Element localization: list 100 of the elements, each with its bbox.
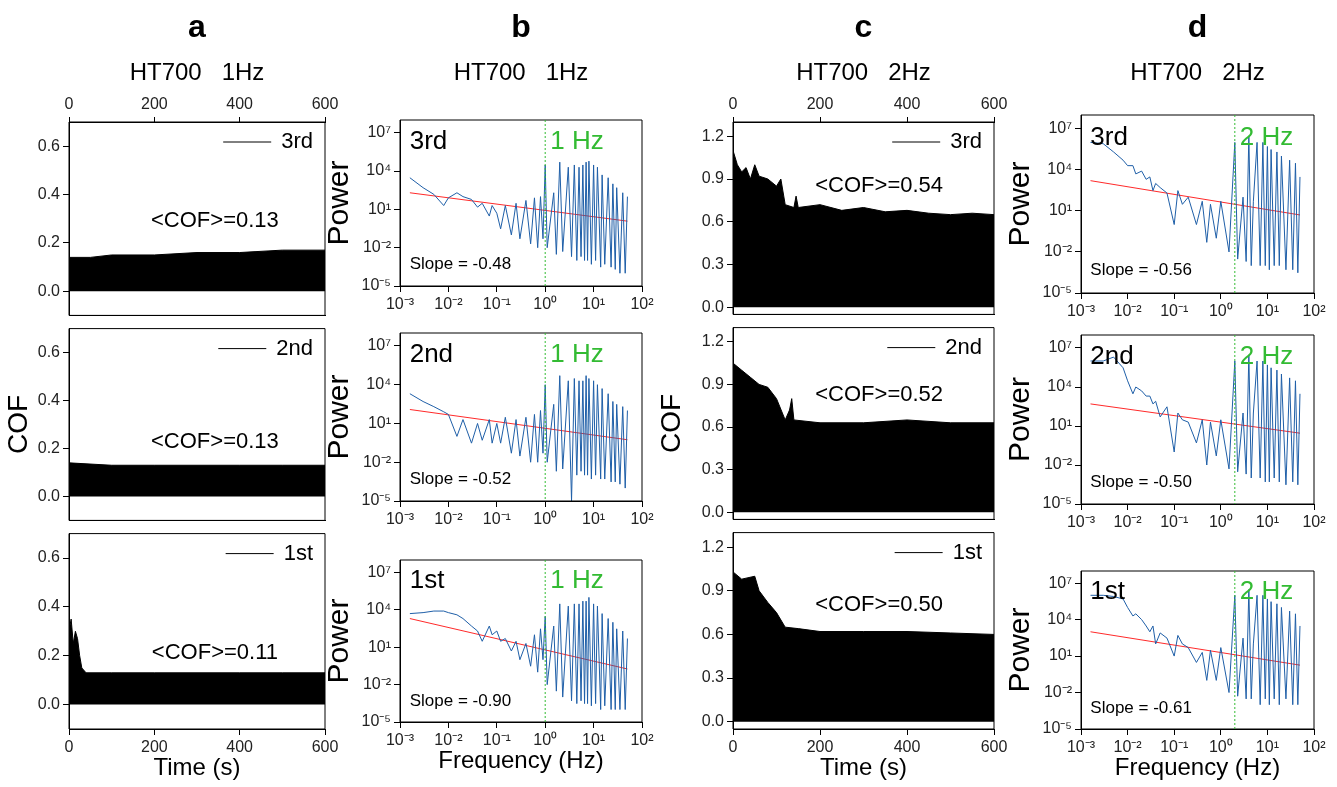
annotation: 3rd	[1090, 121, 1128, 152]
y-tick-label: 0.4	[37, 184, 61, 202]
ref-line-label: 1 Hz	[550, 338, 604, 369]
y-tick-label: 0.6	[701, 212, 725, 230]
y-axis-title: Power	[321, 374, 355, 460]
y-axis-title: Power	[1002, 161, 1036, 247]
x-tick-label: 10⁻¹	[1160, 513, 1189, 531]
y-tick-label: 0.3	[701, 460, 725, 478]
y-tick-label: 10⁷	[1048, 573, 1073, 591]
annotation: Slope = -0.48	[409, 254, 512, 274]
x-tick-label: 10²	[1302, 302, 1327, 320]
x2-tick-label: 200	[140, 94, 168, 112]
x-tick-label: 200	[806, 738, 834, 756]
x-tick-label: 0	[728, 738, 738, 756]
annotation: Slope = -0.90	[409, 690, 512, 710]
annotation: <COF>=0.13	[151, 206, 279, 232]
legend-label: 1st	[283, 539, 313, 565]
y-tick-label: 10⁻²	[362, 452, 392, 470]
chart-subtitle: HT700 2Hz	[795, 58, 932, 86]
y-tick-label: 10¹	[1048, 416, 1072, 434]
x-tick-label: 10¹	[582, 295, 606, 313]
y-tick-label: 10¹	[367, 637, 391, 655]
x-tick-label: 10⁻³	[385, 295, 415, 313]
chart-title: b	[510, 8, 532, 45]
y-tick-label: 0.3	[701, 668, 725, 686]
y-tick-label: 10⁻⁵	[361, 491, 391, 509]
x-tick-label: 10⁻¹	[482, 510, 511, 528]
x-tick-label: 10⁻¹	[482, 295, 511, 313]
y-tick-label: 0.9	[701, 374, 725, 392]
annotation: <COF>=0.54	[815, 171, 944, 197]
x2-tick-label: 200	[806, 94, 834, 112]
x-tick-label: 10²	[1302, 513, 1327, 531]
y-tick-label: 1.2	[701, 332, 725, 350]
x-tick-label: 10⁻³	[1066, 513, 1096, 531]
y-tick-label: 10⁻⁵	[361, 276, 391, 294]
legend-label: 2nd	[276, 334, 313, 360]
x-tick-label: 10¹	[1255, 513, 1279, 531]
y-axis-title: COF	[654, 393, 686, 454]
x-tick-label: 600	[980, 738, 1008, 756]
x-axis-title: Frequency (Hz)	[1114, 753, 1281, 781]
annotation: <COF>=0.13	[151, 427, 279, 453]
x-tick-label: 10¹	[1255, 738, 1279, 756]
y-axis-title: Power	[1002, 607, 1036, 693]
y-tick-label: 0.6	[37, 342, 61, 360]
y-tick-label: 10¹	[367, 413, 391, 431]
x2-tick-label: 600	[311, 94, 339, 112]
annotation: <COF>=0.50	[815, 591, 944, 617]
legend-label: 2nd	[945, 333, 982, 359]
y-tick-label: 0.0	[37, 281, 61, 299]
y-tick-label: 10⁻²	[1043, 682, 1073, 700]
x-tick-label: 10⁰	[533, 510, 558, 528]
x-tick-label: 10⁻²	[434, 510, 464, 528]
annotation: 3rd	[409, 124, 448, 155]
x-tick-label: 10⁻²	[434, 731, 464, 749]
legend-label: 3rd	[281, 128, 313, 154]
y-tick-label: 10⁴	[366, 600, 392, 618]
y-tick-label: 10⁻⁵	[1042, 719, 1072, 737]
y-tick-label: 10⁴	[1047, 377, 1073, 395]
y-tick-label: 10⁻⁵	[1042, 494, 1072, 512]
x-tick-label: 10⁻¹	[482, 731, 511, 749]
x-tick-label: 10⁰	[1208, 513, 1233, 531]
x-tick-label: 10⁰	[533, 295, 558, 313]
y-tick-label: 10⁷	[1048, 338, 1073, 356]
x-tick-label: 10¹	[582, 510, 606, 528]
x-tick-label: 10⁻³	[1066, 302, 1096, 320]
y-tick-label: 10⁷	[367, 123, 392, 141]
annotation: 1st	[409, 564, 446, 595]
legend-label: 3rd	[950, 128, 982, 154]
y-tick-label: 0.6	[701, 417, 725, 435]
x-tick-label: 10⁰	[1208, 302, 1233, 320]
annotation: 2nd	[409, 338, 454, 369]
y-tick-label: 0.0	[701, 297, 725, 315]
chart-subtitle: HT700 1Hz	[452, 58, 590, 86]
y-tick-label: 0.0	[37, 694, 61, 712]
chart-subtitle: HT700 1Hz	[128, 58, 266, 86]
y-axis-title: COF	[1, 394, 33, 455]
x-tick-label: 10⁰	[533, 731, 558, 749]
y-tick-label: 10⁴	[1047, 160, 1073, 178]
x-tick-label: 400	[226, 738, 254, 756]
x-tick-label: 10⁻²	[1113, 513, 1143, 531]
y-tick-label: 0.0	[701, 502, 725, 520]
x2-tick-label: 0	[728, 94, 738, 112]
ref-line-label: 2 Hz	[1239, 121, 1294, 152]
x-tick-label: 400	[893, 738, 921, 756]
x-tick-label: 600	[311, 738, 339, 756]
x2-tick-label: 400	[893, 94, 921, 112]
x-tick-label: 10⁻³	[1066, 738, 1096, 756]
y-tick-label: 0.0	[37, 486, 61, 504]
y-tick-label: 0.4	[37, 390, 61, 408]
y-tick-label: 0.6	[37, 548, 61, 566]
legend-label: 1st	[952, 538, 982, 564]
y-tick-label: 10¹	[1048, 646, 1072, 664]
ref-line-label: 2 Hz	[1239, 574, 1294, 605]
y-tick-label: 10⁻⁵	[361, 712, 391, 730]
x2-tick-label: 0	[64, 94, 74, 112]
ref-line-label: 2 Hz	[1239, 340, 1294, 371]
x-tick-label: 10²	[630, 295, 655, 313]
y-tick-label: 0.3	[701, 254, 725, 272]
x2-tick-label: 400	[226, 94, 254, 112]
chart-title: d	[1186, 8, 1209, 45]
